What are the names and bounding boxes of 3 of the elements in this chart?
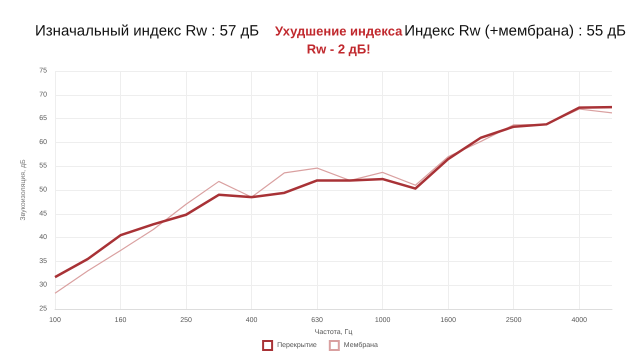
text: Индекс Rw (+мембрана) : 55 дБ <box>404 22 626 40</box>
text: Изначальный индекс Rw : 57 дБ <box>35 22 260 40</box>
text: Ухудшение индекса Rw - 2 дБ! <box>275 24 404 56</box>
